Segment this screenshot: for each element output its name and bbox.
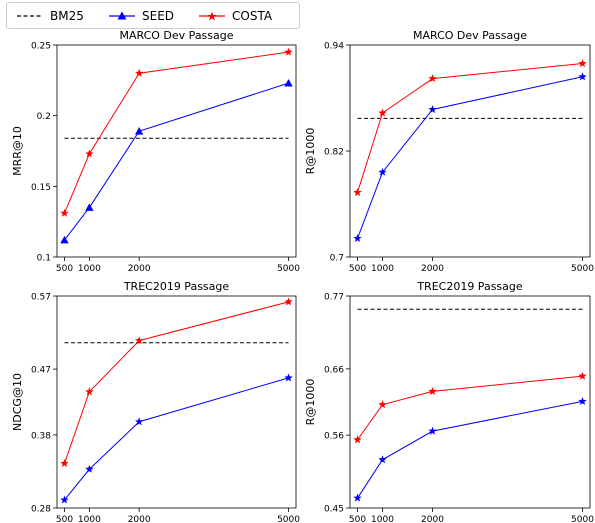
legend-costa-label: COSTA <box>232 9 273 23</box>
panel-title: TREC2019 Passage <box>416 280 523 293</box>
costa-point <box>284 297 293 306</box>
y-axis-label: R@1000 <box>304 128 317 175</box>
seed-series-line <box>64 377 289 501</box>
panel-2: MARCO Dev Passage R@1000 0.7 0.82 0.94 500 100… <box>304 29 594 274</box>
seed-point <box>353 493 362 502</box>
x-tick-label: 500 <box>349 264 366 274</box>
panel-4: TREC2019 Passage R@1000 0.45 0.56 0.66 0.77 50… <box>304 280 594 523</box>
x-tick-label: 2000 <box>128 264 151 274</box>
x-tick-label: 1000 <box>371 515 394 523</box>
costa-point <box>85 387 94 396</box>
seed-point <box>60 495 69 504</box>
costa-series-line <box>357 375 583 441</box>
seed-point <box>85 464 94 473</box>
plot-frame <box>56 44 297 258</box>
y-tick-label: 0.45 <box>324 505 344 515</box>
legend-seed-triangle-icon <box>109 11 135 20</box>
x-tick-label: 1000 <box>371 264 394 274</box>
seed-series-line <box>64 82 289 241</box>
seed-point <box>353 234 362 243</box>
costa-point <box>378 400 387 409</box>
y-tick-label: 0.56 <box>324 432 344 442</box>
costa-point <box>428 387 437 395</box>
seed-point <box>60 235 69 244</box>
costa-point <box>60 208 69 217</box>
seed-point <box>134 417 144 426</box>
x-tick-label: 2000 <box>421 515 444 523</box>
plot-frame <box>56 295 297 509</box>
x-tick-label: 500 <box>349 515 366 523</box>
seed-point <box>378 167 387 176</box>
y-tick-label: 0.82 <box>324 148 344 158</box>
costa-point <box>284 47 293 56</box>
panel-title: MARCO Dev Passage <box>119 29 233 42</box>
y-tick-label: 0.2 <box>37 112 51 122</box>
seed-point <box>85 203 94 211</box>
costa-point <box>578 371 587 380</box>
y-tick-label: 0.7 <box>330 254 344 264</box>
y-axis-label: MRR@10 <box>11 126 24 176</box>
seed-point <box>578 396 587 405</box>
legend-item-seed: SEED <box>109 8 174 24</box>
legend-seed-label: SEED <box>142 9 175 23</box>
costa-series-line <box>357 63 583 193</box>
seed-point <box>428 105 437 114</box>
legend-item-bm25: BM25 <box>17 8 84 24</box>
costa-point <box>578 59 587 68</box>
y-tick-label: 0.15 <box>31 183 51 193</box>
x-tick-label: 5000 <box>277 264 300 274</box>
seed-point <box>284 78 293 87</box>
y-tick-label: 0.25 <box>31 42 51 52</box>
costa-point <box>134 68 144 77</box>
y-tick-label: 0.28 <box>31 505 51 515</box>
plot-frame <box>349 44 591 258</box>
x-tick-label: 500 <box>56 264 73 274</box>
costa-point <box>134 336 144 345</box>
y-tick-label: 0.38 <box>31 431 51 441</box>
seed-point <box>134 127 144 135</box>
costa-point <box>353 435 362 444</box>
plot-frame <box>349 295 591 509</box>
y-axis-label: NDCG@10 <box>11 373 24 431</box>
x-tick-label: 5000 <box>571 264 594 274</box>
x-tick-label: 5000 <box>571 515 594 523</box>
costa-series-line <box>63 301 289 464</box>
y-tick-label: 0.57 <box>31 293 51 303</box>
panel-title: MARCO Dev Passage <box>413 29 527 42</box>
x-tick-label: 5000 <box>277 515 300 523</box>
legend-bm25-label: BM25 <box>50 9 84 23</box>
panel-3: TREC2019 Passage NDCG@10 0.28 0.38 0.47 0.57 5… <box>11 280 300 523</box>
legend-costa-star-icon <box>199 11 225 21</box>
x-tick-label: 1000 <box>78 515 101 523</box>
y-tick-label: 0.47 <box>31 366 51 376</box>
seed-series-line <box>357 76 583 239</box>
y-tick-label: 0.77 <box>324 293 344 303</box>
y-axis-label: R@1000 <box>304 379 317 426</box>
costa-series-line <box>64 51 289 214</box>
panel-1: MARCO Dev Passage MRR@10 0.1 0.15 0.2 0.25 500… <box>11 29 300 274</box>
y-tick-label: 0.94 <box>324 42 344 52</box>
seed-point <box>378 455 387 464</box>
legend: BM25 SEED COSTA <box>6 2 300 29</box>
x-tick-label: 1000 <box>78 264 101 274</box>
y-tick-label: 0.66 <box>324 365 344 375</box>
costa-point <box>60 459 69 467</box>
panel-title: TREC2019 Passage <box>123 280 230 293</box>
x-tick-label: 2000 <box>128 515 151 523</box>
x-tick-label: 2000 <box>421 264 444 274</box>
seed-point <box>578 72 587 81</box>
costa-point <box>378 108 387 117</box>
costa-point <box>353 188 362 197</box>
costa-point <box>428 74 437 83</box>
seed-series-line <box>357 400 583 499</box>
x-tick-label: 500 <box>56 515 73 523</box>
seed-point <box>428 426 437 435</box>
y-tick-label: 0.1 <box>37 254 51 264</box>
costa-point <box>85 149 94 158</box>
legend-bm25-line-icon <box>17 15 43 17</box>
seed-point <box>284 373 293 382</box>
legend-item-costa: COSTA <box>199 8 272 24</box>
